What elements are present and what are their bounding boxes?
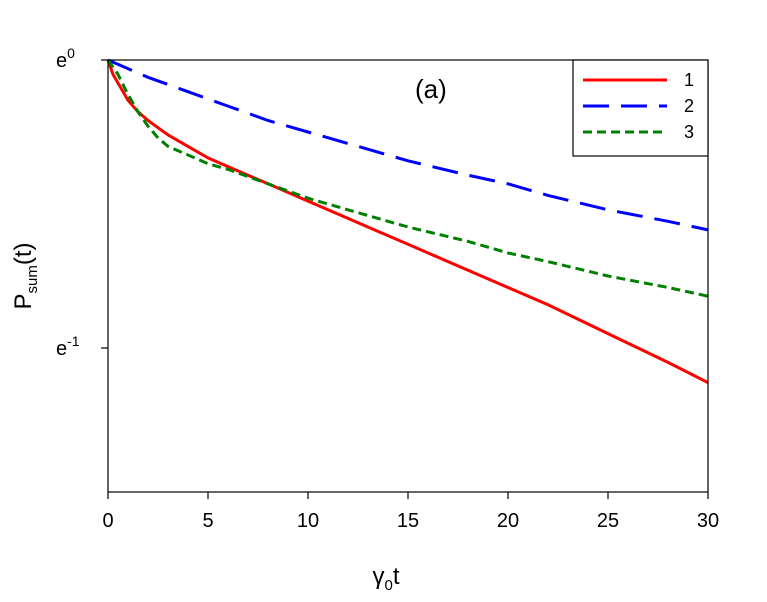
- series-line-3: [106, 59, 709, 298]
- y-tick-label: e-1: [56, 333, 80, 360]
- x-tick-label: 15: [397, 510, 419, 532]
- legend-label-3: 3: [684, 122, 694, 142]
- x-tick-label: 30: [697, 510, 719, 532]
- x-tick-label: 5: [202, 510, 213, 532]
- y-axis-label: Psum(t): [10, 242, 41, 309]
- x-tick-label: 10: [297, 510, 319, 532]
- x-tick-label: 20: [497, 510, 519, 532]
- series-line-2: [107, 58, 709, 232]
- legend-label-2: 2: [684, 96, 694, 116]
- y-tick-label: e0: [56, 45, 75, 72]
- x-tick-label: 0: [102, 510, 113, 532]
- x-axis-label: γ0t: [372, 563, 399, 594]
- legend-label-1: 1: [684, 70, 694, 90]
- plot-series: [106, 58, 709, 384]
- x-axis: 0 5 10 15 20 25 30: [102, 492, 719, 532]
- y-axis: e0 e-1: [56, 45, 108, 360]
- panel-label: (a): [415, 74, 447, 104]
- series-line-1: [106, 59, 709, 384]
- x-tick-label: 25: [597, 510, 619, 532]
- legend: 1 2 3: [572, 59, 709, 157]
- legend-box: [572, 59, 709, 157]
